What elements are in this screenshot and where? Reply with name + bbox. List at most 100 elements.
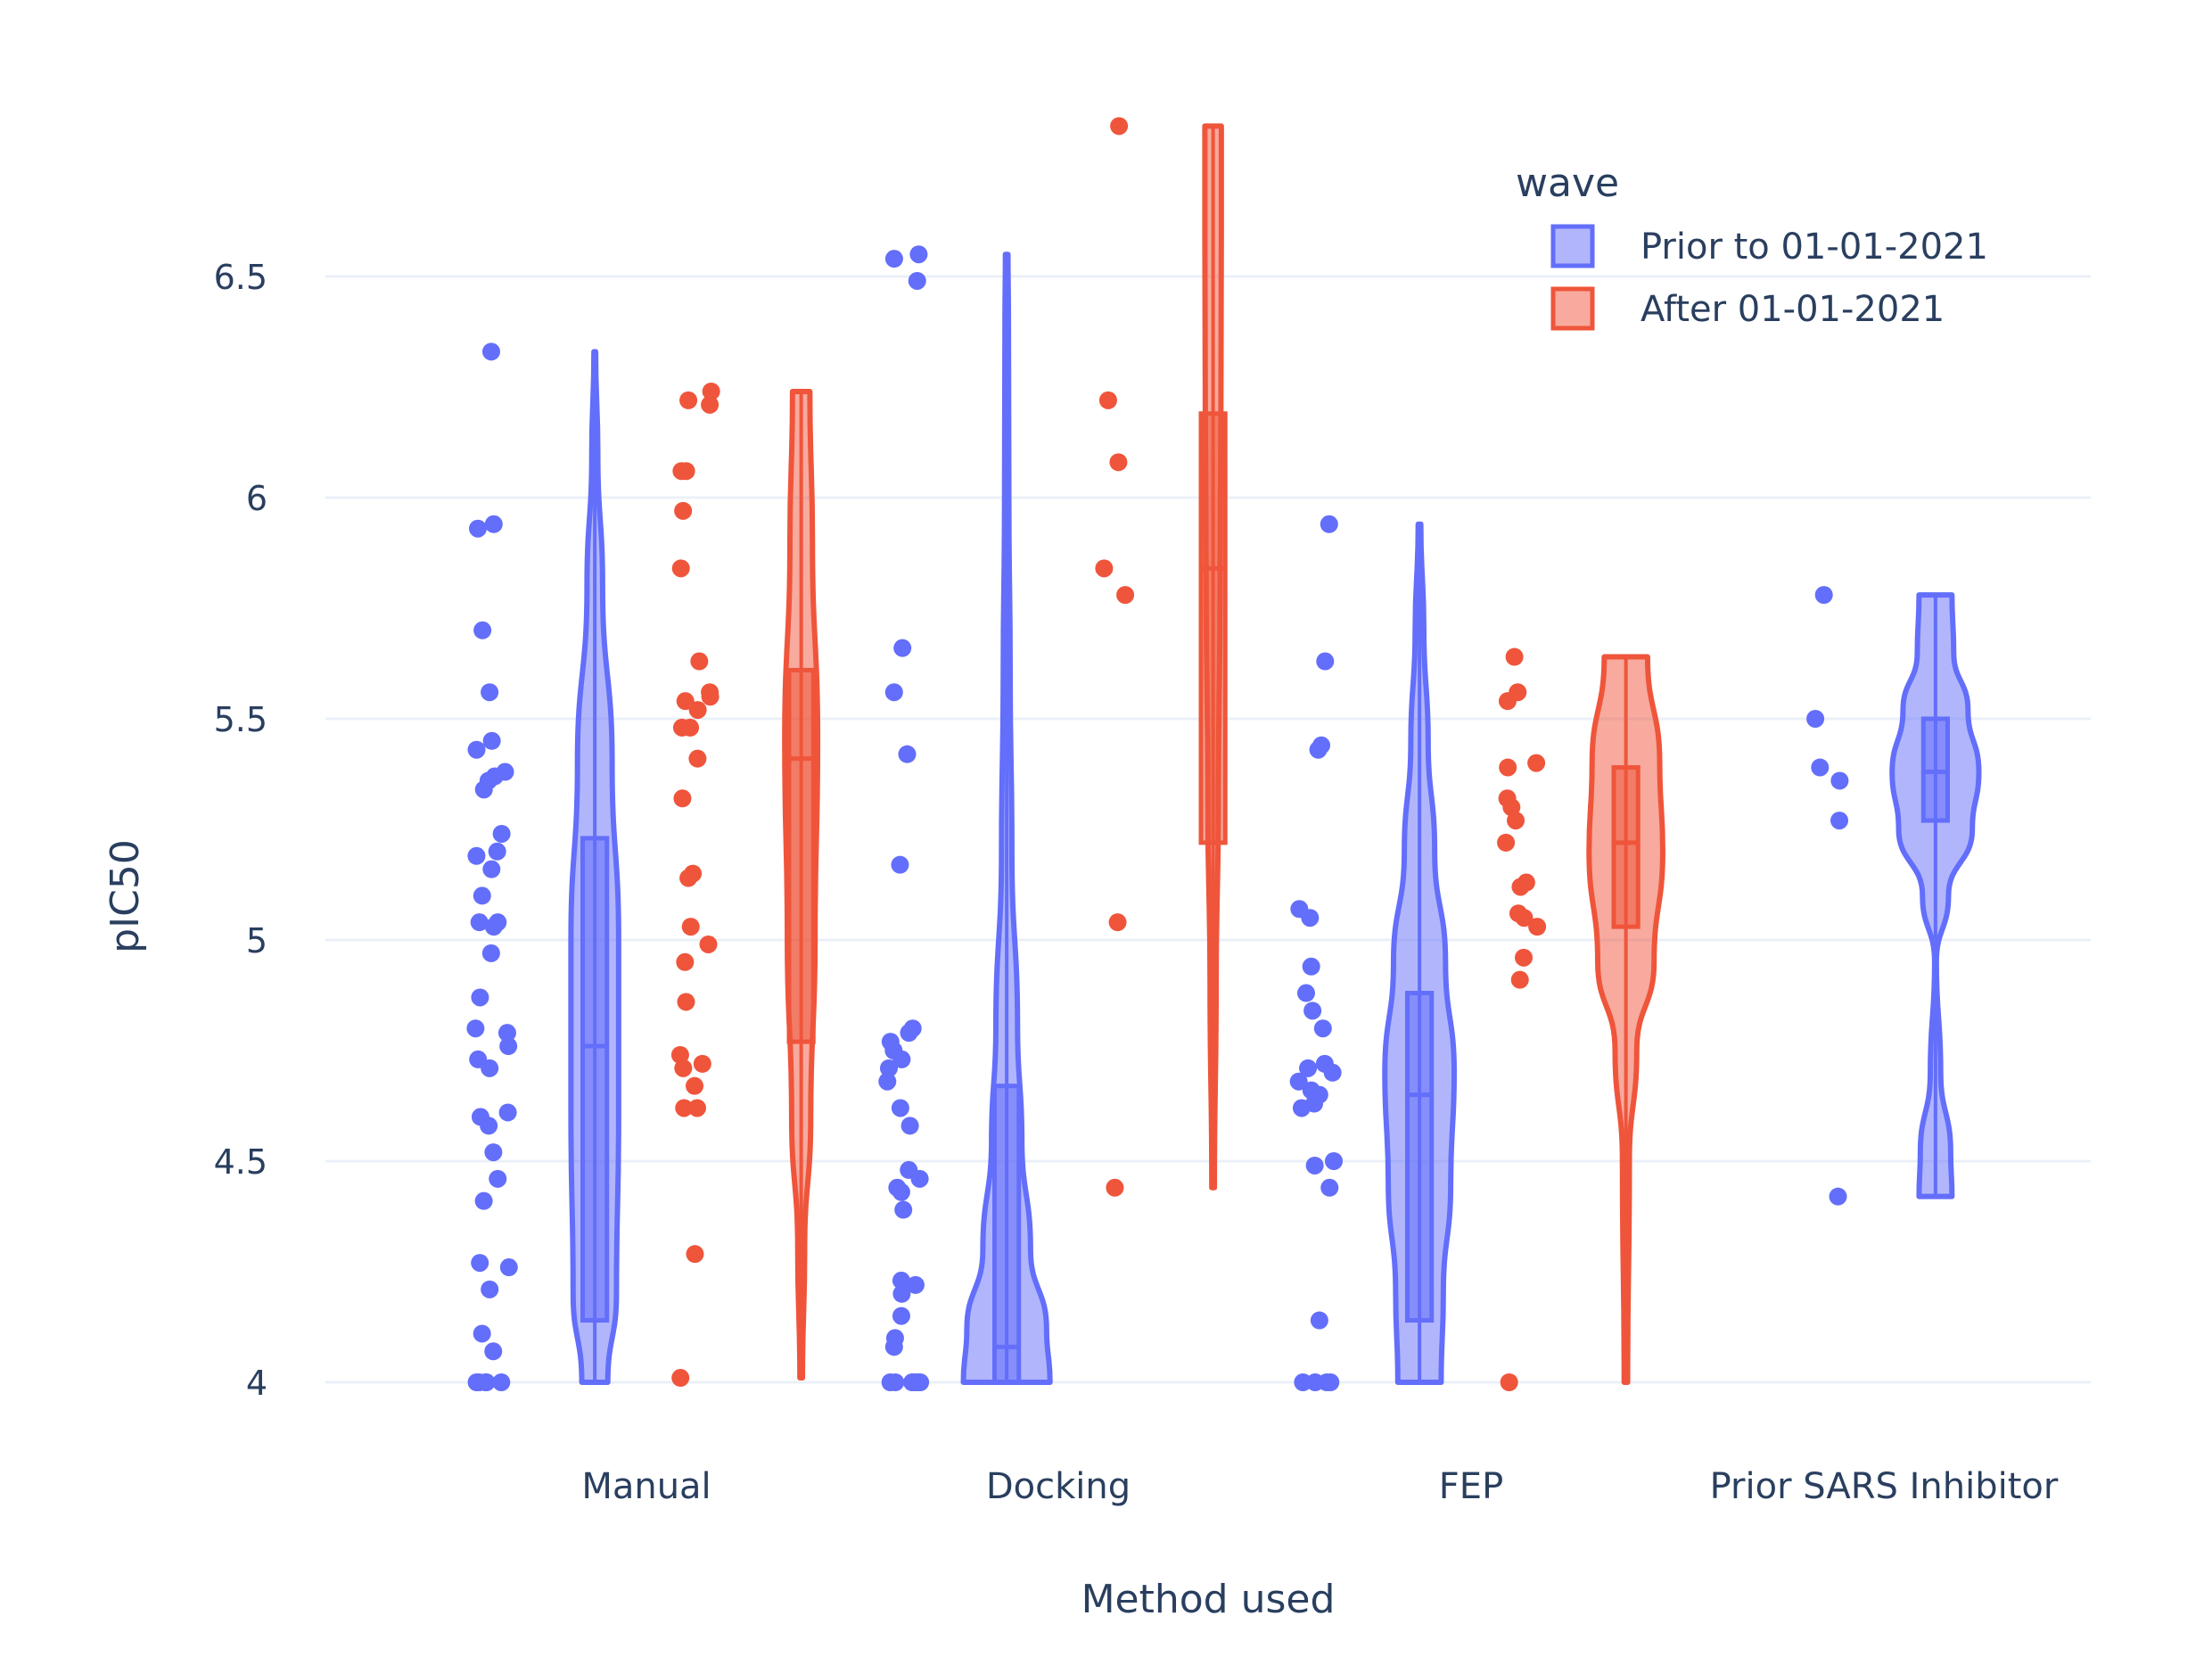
data-point[interactable] (693, 1054, 711, 1073)
data-point[interactable] (671, 1369, 690, 1388)
data-point[interactable] (909, 245, 928, 264)
data-point[interactable] (894, 1200, 913, 1219)
data-point[interactable] (1515, 948, 1534, 967)
data-point[interactable] (690, 652, 709, 671)
data-point[interactable] (1497, 833, 1516, 852)
data-point[interactable] (467, 846, 486, 865)
data-point[interactable] (900, 1024, 918, 1043)
data-point[interactable] (909, 1373, 928, 1391)
data-point[interactable] (671, 559, 690, 578)
data-point[interactable] (910, 1169, 929, 1188)
data-point[interactable] (484, 515, 503, 533)
data-point[interactable] (1299, 1059, 1318, 1077)
data-point[interactable] (1108, 913, 1127, 932)
data-point[interactable] (701, 395, 720, 414)
data-point[interactable] (1289, 1072, 1308, 1091)
data-point[interactable] (1806, 710, 1825, 728)
data-point[interactable] (892, 1050, 911, 1068)
data-point[interactable] (481, 944, 500, 962)
data-point[interactable] (488, 842, 506, 861)
data-point[interactable] (471, 1254, 489, 1273)
data-point[interactable] (679, 391, 698, 409)
data-point[interactable] (1507, 812, 1525, 830)
data-point[interactable] (1320, 515, 1338, 533)
data-point[interactable] (482, 860, 501, 878)
data-point[interactable] (467, 740, 486, 759)
data-point[interactable] (701, 688, 720, 706)
data-point[interactable] (886, 1373, 905, 1391)
data-point[interactable] (1324, 1152, 1343, 1170)
data-point[interactable] (1098, 391, 1117, 409)
data-point[interactable] (1510, 970, 1529, 989)
data-point[interactable] (1500, 1373, 1518, 1391)
data-point[interactable] (1309, 740, 1328, 759)
data-point[interactable] (892, 1306, 910, 1325)
data-point[interactable] (686, 1245, 704, 1264)
data-point[interactable] (681, 918, 700, 936)
data-point[interactable] (1320, 1178, 1339, 1197)
data-point[interactable] (673, 789, 692, 808)
data-point[interactable] (492, 1373, 511, 1391)
data-point[interactable] (908, 271, 926, 290)
data-point[interactable] (884, 1338, 903, 1356)
data-point[interactable] (1321, 1373, 1340, 1391)
data-point[interactable] (474, 780, 493, 799)
data-point[interactable] (1116, 586, 1135, 605)
data-point[interactable] (1511, 878, 1530, 896)
data-point[interactable] (1527, 754, 1546, 772)
data-point[interactable] (892, 1284, 911, 1303)
data-point[interactable] (480, 1117, 498, 1135)
data-point[interactable] (898, 745, 917, 763)
data-point[interactable] (674, 501, 693, 520)
data-point[interactable] (670, 1045, 689, 1064)
data-point[interactable] (687, 1099, 706, 1117)
data-point[interactable] (492, 824, 511, 843)
data-point[interactable] (470, 913, 489, 932)
data-point[interactable] (1302, 957, 1320, 976)
data-point[interactable] (1310, 1311, 1328, 1330)
data-point[interactable] (674, 1059, 693, 1077)
data-point[interactable] (879, 1059, 898, 1077)
data-point[interactable] (1316, 652, 1335, 671)
data-point[interactable] (1109, 453, 1128, 472)
data-point[interactable] (499, 1037, 518, 1056)
data-point[interactable] (892, 1271, 910, 1290)
data-point[interactable] (481, 1059, 499, 1077)
data-point[interactable] (702, 382, 720, 400)
legend-label[interactable]: After 01-01-2021 (1640, 289, 1945, 330)
data-point[interactable] (906, 1275, 925, 1294)
data-point[interactable] (499, 1258, 518, 1277)
data-point[interactable] (484, 1342, 503, 1361)
data-point[interactable] (481, 342, 500, 361)
data-point[interactable] (1296, 984, 1315, 1002)
data-point[interactable] (473, 621, 492, 639)
data-point[interactable] (891, 1099, 909, 1117)
data-point[interactable] (892, 1183, 910, 1201)
data-point[interactable] (884, 683, 903, 702)
data-point[interactable] (676, 952, 695, 971)
data-point[interactable] (474, 1191, 493, 1210)
data-point[interactable] (1095, 559, 1114, 578)
data-point[interactable] (681, 718, 700, 737)
data-point[interactable] (1830, 812, 1849, 830)
data-point[interactable] (1499, 758, 1517, 777)
data-point[interactable] (1110, 117, 1129, 136)
data-point[interactable] (1303, 1001, 1322, 1020)
data-point[interactable] (481, 683, 499, 702)
data-point[interactable] (484, 1143, 503, 1162)
data-point[interactable] (482, 731, 501, 750)
data-point[interactable] (893, 639, 912, 657)
data-point[interactable] (467, 1373, 486, 1391)
legend-label[interactable]: Prior to 01-01-2021 (1640, 227, 1988, 268)
data-point[interactable] (1305, 1156, 1324, 1175)
data-point[interactable] (1301, 909, 1320, 927)
data-point[interactable] (677, 993, 695, 1011)
legend-swatch[interactable] (1550, 224, 1595, 268)
data-point[interactable] (675, 1099, 694, 1117)
data-point[interactable] (1505, 647, 1524, 666)
data-point[interactable] (679, 869, 698, 887)
data-point[interactable] (878, 1072, 897, 1091)
data-point[interactable] (686, 1076, 704, 1095)
data-point[interactable] (497, 1024, 516, 1043)
data-point[interactable] (688, 701, 707, 720)
